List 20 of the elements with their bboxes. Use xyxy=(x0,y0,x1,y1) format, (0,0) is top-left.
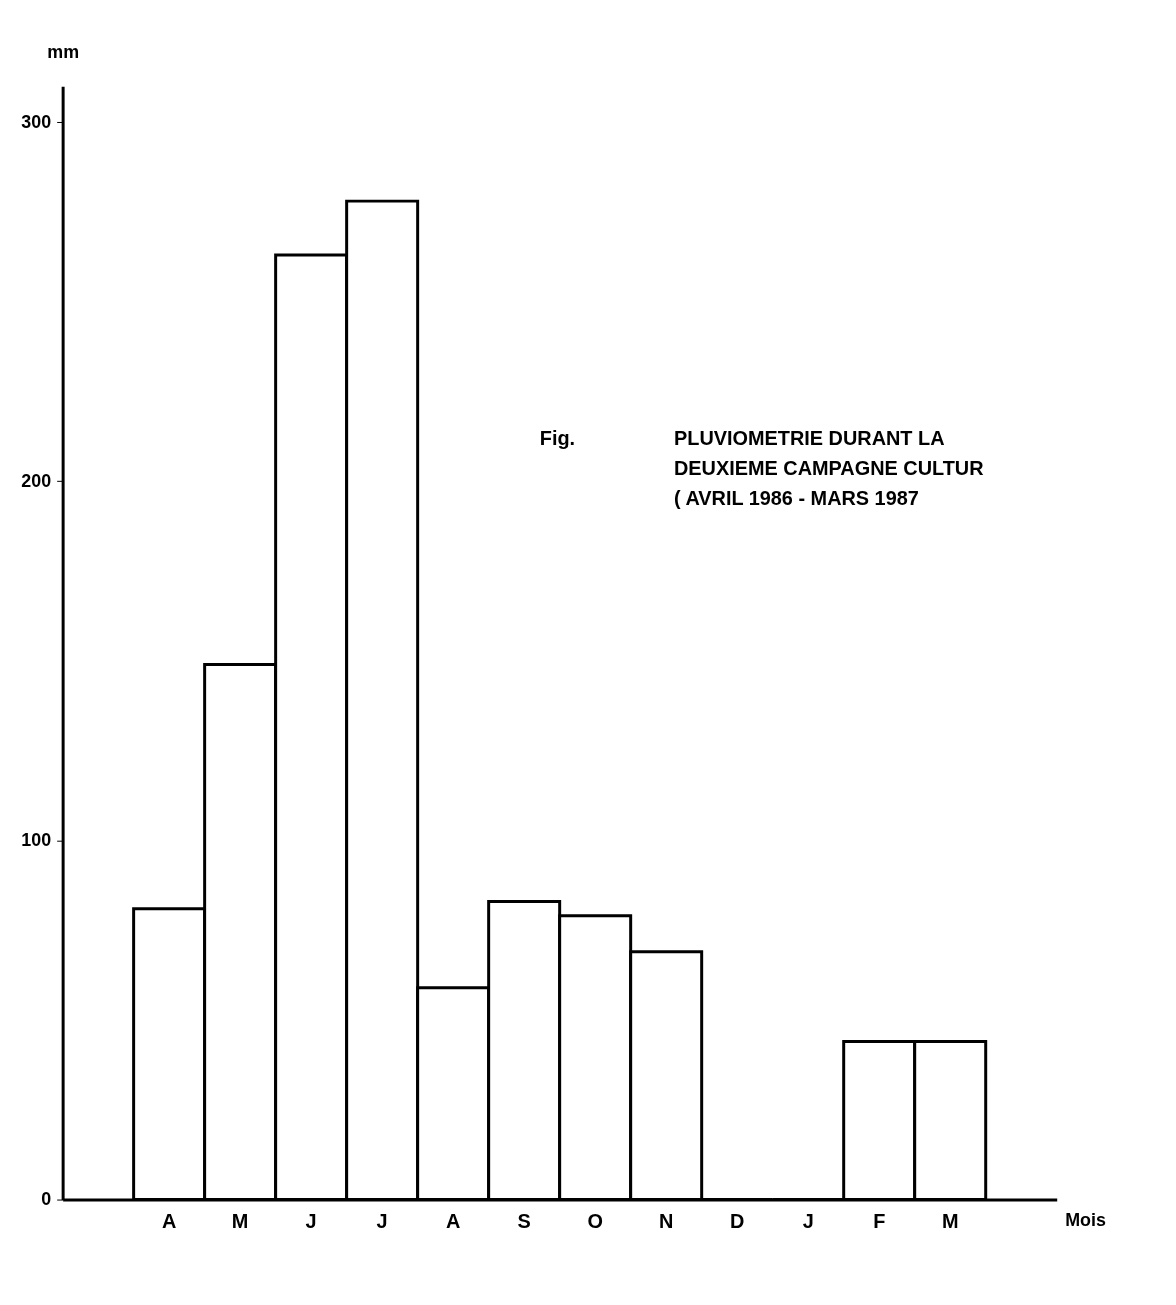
x-tick-label: M xyxy=(941,1209,959,1232)
x-tick-label: J xyxy=(305,1209,317,1232)
x-axis-title: Mois xyxy=(1065,1209,1106,1230)
y-axis-title: mm xyxy=(47,41,80,62)
x-tick-label: M xyxy=(231,1209,249,1232)
annotation: Fig. xyxy=(539,427,576,450)
x-tick-label: N xyxy=(659,1209,674,1232)
y-tick-label: 300 xyxy=(21,111,52,132)
x-tick-label: A xyxy=(445,1209,461,1232)
x-tick-label: J xyxy=(802,1209,814,1232)
x-tick-label: A xyxy=(161,1209,177,1232)
x-tick-label: F xyxy=(873,1209,886,1232)
y-tick-label: 0 xyxy=(41,1189,52,1210)
x-tick-label: J xyxy=(376,1209,388,1232)
y-tick-label: 100 xyxy=(21,829,52,850)
text: PLUVIOMETRIE DURANT LA DEUXIEME CAMPAGNE CULTUR ( AVRIL 1986 - MARS 1987 xyxy=(673,427,984,509)
x-tick-label: S xyxy=(517,1209,531,1232)
y-tick-label: 200 xyxy=(21,470,52,491)
x-tick-label: D xyxy=(730,1209,745,1232)
x-tick-label: O xyxy=(587,1209,603,1232)
